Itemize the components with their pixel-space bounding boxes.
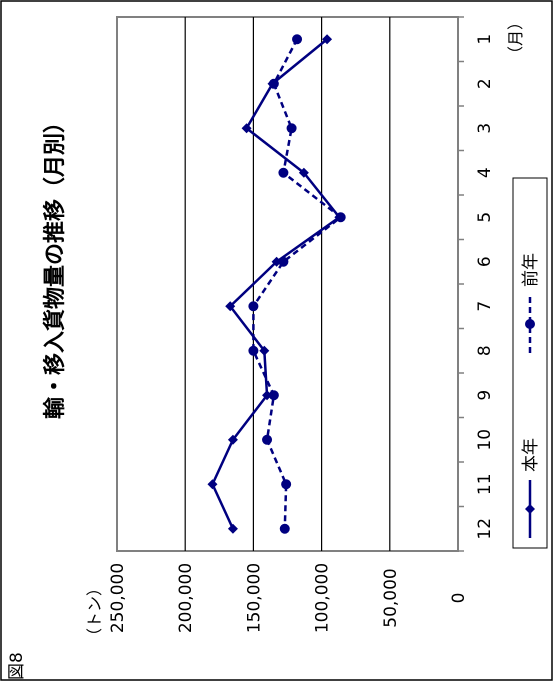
- y-tick-label: 0: [449, 593, 469, 604]
- corner-label: 図8: [7, 652, 27, 680]
- data-point: [207, 479, 218, 490]
- series-layer: [207, 34, 346, 534]
- x-tick-label: 2: [475, 78, 495, 89]
- legend-marker: [525, 504, 535, 514]
- data-point: [278, 167, 289, 178]
- chart-title: 輸・移入貨物量の推移（月別）: [42, 111, 68, 419]
- data-point: [227, 523, 238, 534]
- data-point: [227, 434, 238, 445]
- data-point: [298, 167, 309, 178]
- y-tick-label: 250,000: [108, 563, 128, 633]
- data-point: [225, 301, 236, 312]
- legend-label: 本年: [521, 438, 541, 472]
- series-2: [248, 34, 346, 534]
- data-point: [241, 123, 252, 134]
- data-point: [268, 390, 279, 401]
- data-point: [286, 123, 297, 134]
- x-tick-label: 7: [475, 301, 495, 312]
- series-line: [211, 38, 342, 530]
- x-tick-label: 11: [475, 473, 495, 495]
- legend-item-2: 前年: [521, 253, 541, 353]
- x-tick-label: 12: [475, 518, 495, 540]
- legend-item-1: 本年: [521, 438, 541, 538]
- legend-label: 前年: [521, 253, 541, 287]
- x-tick-label: 5: [475, 212, 495, 223]
- data-point: [262, 434, 273, 445]
- plot-area: [116, 16, 459, 552]
- data-point: [278, 256, 289, 267]
- x-axis-unit-label: （月）: [506, 14, 525, 62]
- x-tick-label: 9: [475, 390, 495, 401]
- y-axis-ticks: 0 50,000 100,000 150,000 200,000 250,000: [108, 563, 469, 633]
- y-tick-label: 150,000: [244, 563, 264, 633]
- y-tick-label: 200,000: [176, 563, 196, 633]
- legend-marker: [525, 319, 535, 329]
- x-tick-label: 6: [475, 256, 495, 267]
- data-point: [259, 345, 270, 356]
- x-tick-label: 4: [475, 167, 495, 178]
- data-point: [335, 212, 346, 223]
- y-tick-label: 100,000: [313, 563, 333, 633]
- data-point: [248, 301, 259, 312]
- x-tick-label: 3: [475, 123, 495, 134]
- series-line: [252, 38, 343, 529]
- data-point: [279, 523, 290, 534]
- y-tick-label: 50,000: [381, 568, 401, 627]
- y-axis-unit-label: （トン）: [85, 580, 104, 644]
- x-tick-label: 1: [475, 34, 495, 45]
- x-tick-label: 8: [475, 345, 495, 356]
- data-point: [322, 34, 333, 45]
- x-tick-label: 10: [475, 429, 495, 451]
- data-point: [281, 479, 292, 490]
- data-point: [268, 78, 279, 89]
- data-point: [292, 34, 303, 45]
- data-point: [248, 345, 259, 356]
